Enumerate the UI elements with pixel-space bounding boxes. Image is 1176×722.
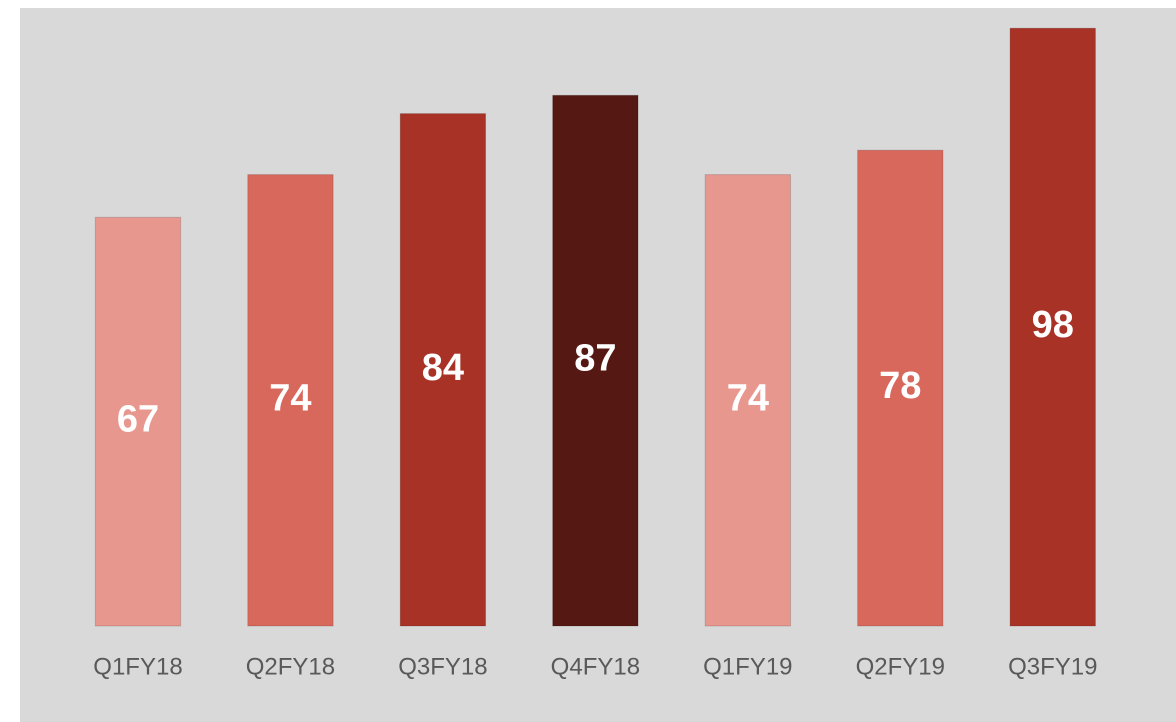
data-label: 98 <box>1032 304 1074 346</box>
x-tick-label: Q1FY19 <box>703 653 792 680</box>
x-tick-label: Q2FY19 <box>856 653 945 680</box>
x-tick-label: Q3FY18 <box>398 653 487 680</box>
x-tick-label: Q2FY18 <box>246 653 335 680</box>
data-label: 84 <box>422 347 464 389</box>
data-label: 74 <box>727 377 769 419</box>
bar <box>1009 27 1096 627</box>
data-label: 87 <box>574 338 616 380</box>
bar <box>552 94 639 627</box>
bar <box>704 174 792 627</box>
bar <box>94 216 182 627</box>
data-label: 78 <box>879 365 921 407</box>
bar <box>247 174 334 627</box>
data-label: 74 <box>269 377 311 419</box>
data-label: 67 <box>117 399 159 441</box>
bar <box>857 149 944 627</box>
x-tick-label: Q4FY18 <box>551 653 640 680</box>
x-tick-label: Q3FY19 <box>1008 653 1097 680</box>
x-tick-label: Q1FY18 <box>93 653 182 680</box>
bar <box>399 113 487 627</box>
